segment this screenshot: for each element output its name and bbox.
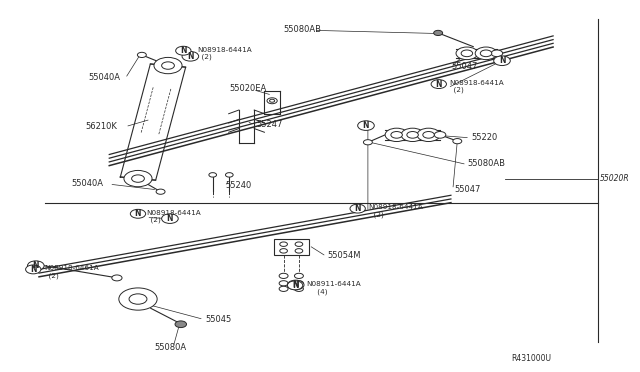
Text: N08918-6461A
  (2): N08918-6461A (2) <box>44 265 99 279</box>
Circle shape <box>209 173 216 177</box>
Circle shape <box>453 138 462 144</box>
Bar <box>274 239 309 256</box>
Text: 55040A: 55040A <box>71 179 103 188</box>
Circle shape <box>475 47 497 60</box>
Circle shape <box>434 31 443 36</box>
Circle shape <box>358 121 374 131</box>
Circle shape <box>294 273 303 279</box>
Text: 55047: 55047 <box>452 62 478 71</box>
Circle shape <box>129 294 147 304</box>
Circle shape <box>431 80 447 89</box>
Text: 55047: 55047 <box>454 185 481 194</box>
Text: R431000U: R431000U <box>511 354 552 363</box>
Circle shape <box>435 132 446 138</box>
Circle shape <box>269 99 275 102</box>
Circle shape <box>294 286 303 291</box>
Text: N: N <box>292 280 299 289</box>
Circle shape <box>461 50 472 57</box>
Text: N: N <box>355 204 361 213</box>
Text: N08918-6441A
  (2): N08918-6441A (2) <box>369 205 423 218</box>
Text: N: N <box>166 214 173 223</box>
Circle shape <box>295 248 303 253</box>
Text: N08918-6441A
  (2): N08918-6441A (2) <box>449 80 504 93</box>
Circle shape <box>112 275 122 281</box>
Circle shape <box>364 140 372 145</box>
Circle shape <box>391 132 403 138</box>
Circle shape <box>480 50 492 57</box>
Circle shape <box>456 47 477 60</box>
Text: N: N <box>363 121 369 130</box>
Text: N: N <box>33 261 39 270</box>
Circle shape <box>138 52 147 58</box>
Text: 56210K: 56210K <box>86 122 118 131</box>
Text: N08918-6441A
  (2): N08918-6441A (2) <box>147 210 201 223</box>
Circle shape <box>401 128 424 141</box>
Circle shape <box>294 281 303 286</box>
Text: N: N <box>135 209 141 218</box>
Text: 55045: 55045 <box>205 315 231 324</box>
Text: N08918-6441A
  (2): N08918-6441A (2) <box>197 46 252 60</box>
Circle shape <box>131 209 146 218</box>
Text: N: N <box>436 80 442 89</box>
Circle shape <box>417 128 440 141</box>
Circle shape <box>287 280 304 290</box>
Text: N: N <box>180 46 187 55</box>
Circle shape <box>162 214 178 224</box>
Circle shape <box>175 321 186 328</box>
Text: 55247: 55247 <box>256 121 282 129</box>
Circle shape <box>175 46 191 55</box>
Text: 55240: 55240 <box>225 181 252 190</box>
Circle shape <box>280 242 287 246</box>
Circle shape <box>119 288 157 310</box>
Circle shape <box>156 189 165 194</box>
Circle shape <box>423 132 435 138</box>
Circle shape <box>280 248 287 253</box>
Text: N08911-6441A
     (4): N08911-6441A (4) <box>306 281 361 295</box>
Circle shape <box>493 56 510 65</box>
Text: 55080AB: 55080AB <box>283 25 321 34</box>
Circle shape <box>132 175 145 182</box>
Circle shape <box>26 265 41 274</box>
Circle shape <box>491 50 502 57</box>
Circle shape <box>182 51 198 61</box>
Circle shape <box>279 273 288 279</box>
Circle shape <box>154 57 182 74</box>
Text: N: N <box>30 265 36 274</box>
Text: 55220: 55220 <box>471 132 498 142</box>
Text: 55080A: 55080A <box>154 343 186 352</box>
Circle shape <box>295 242 303 246</box>
Text: 55080AB: 55080AB <box>467 159 505 168</box>
Text: N: N <box>499 56 505 65</box>
Text: N: N <box>187 52 194 61</box>
Circle shape <box>28 261 44 270</box>
Text: 55040A: 55040A <box>88 73 120 82</box>
Circle shape <box>407 132 419 138</box>
Circle shape <box>162 62 174 69</box>
Text: 55020EA: 55020EA <box>229 84 267 93</box>
Circle shape <box>267 98 277 104</box>
Circle shape <box>287 281 303 290</box>
Circle shape <box>385 128 408 141</box>
Circle shape <box>279 286 288 291</box>
Circle shape <box>279 281 288 286</box>
Circle shape <box>225 173 233 177</box>
Circle shape <box>350 204 365 213</box>
Circle shape <box>124 170 152 187</box>
Text: 55020R: 55020R <box>600 174 629 183</box>
Text: N: N <box>292 281 298 290</box>
Text: 55054M: 55054M <box>328 251 361 260</box>
